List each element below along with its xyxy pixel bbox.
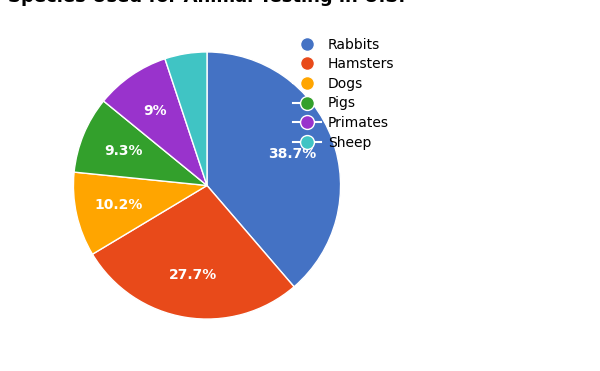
- Title: Species Used for Animal Testing in U.S.: Species Used for Animal Testing in U.S.: [8, 0, 406, 6]
- Text: 10.2%: 10.2%: [94, 198, 143, 212]
- Legend: Rabbits, Hamsters, Dogs, Pigs, Primates, Sheep: Rabbits, Hamsters, Dogs, Pigs, Primates,…: [287, 32, 400, 155]
- Wedge shape: [165, 52, 207, 186]
- Wedge shape: [74, 101, 207, 186]
- Text: 9%: 9%: [143, 104, 167, 118]
- Text: 9.3%: 9.3%: [104, 144, 142, 158]
- Wedge shape: [73, 172, 207, 254]
- Wedge shape: [92, 186, 294, 319]
- Wedge shape: [104, 59, 207, 186]
- Text: 38.7%: 38.7%: [268, 147, 316, 161]
- Wedge shape: [207, 52, 341, 287]
- Text: 27.7%: 27.7%: [169, 268, 217, 282]
